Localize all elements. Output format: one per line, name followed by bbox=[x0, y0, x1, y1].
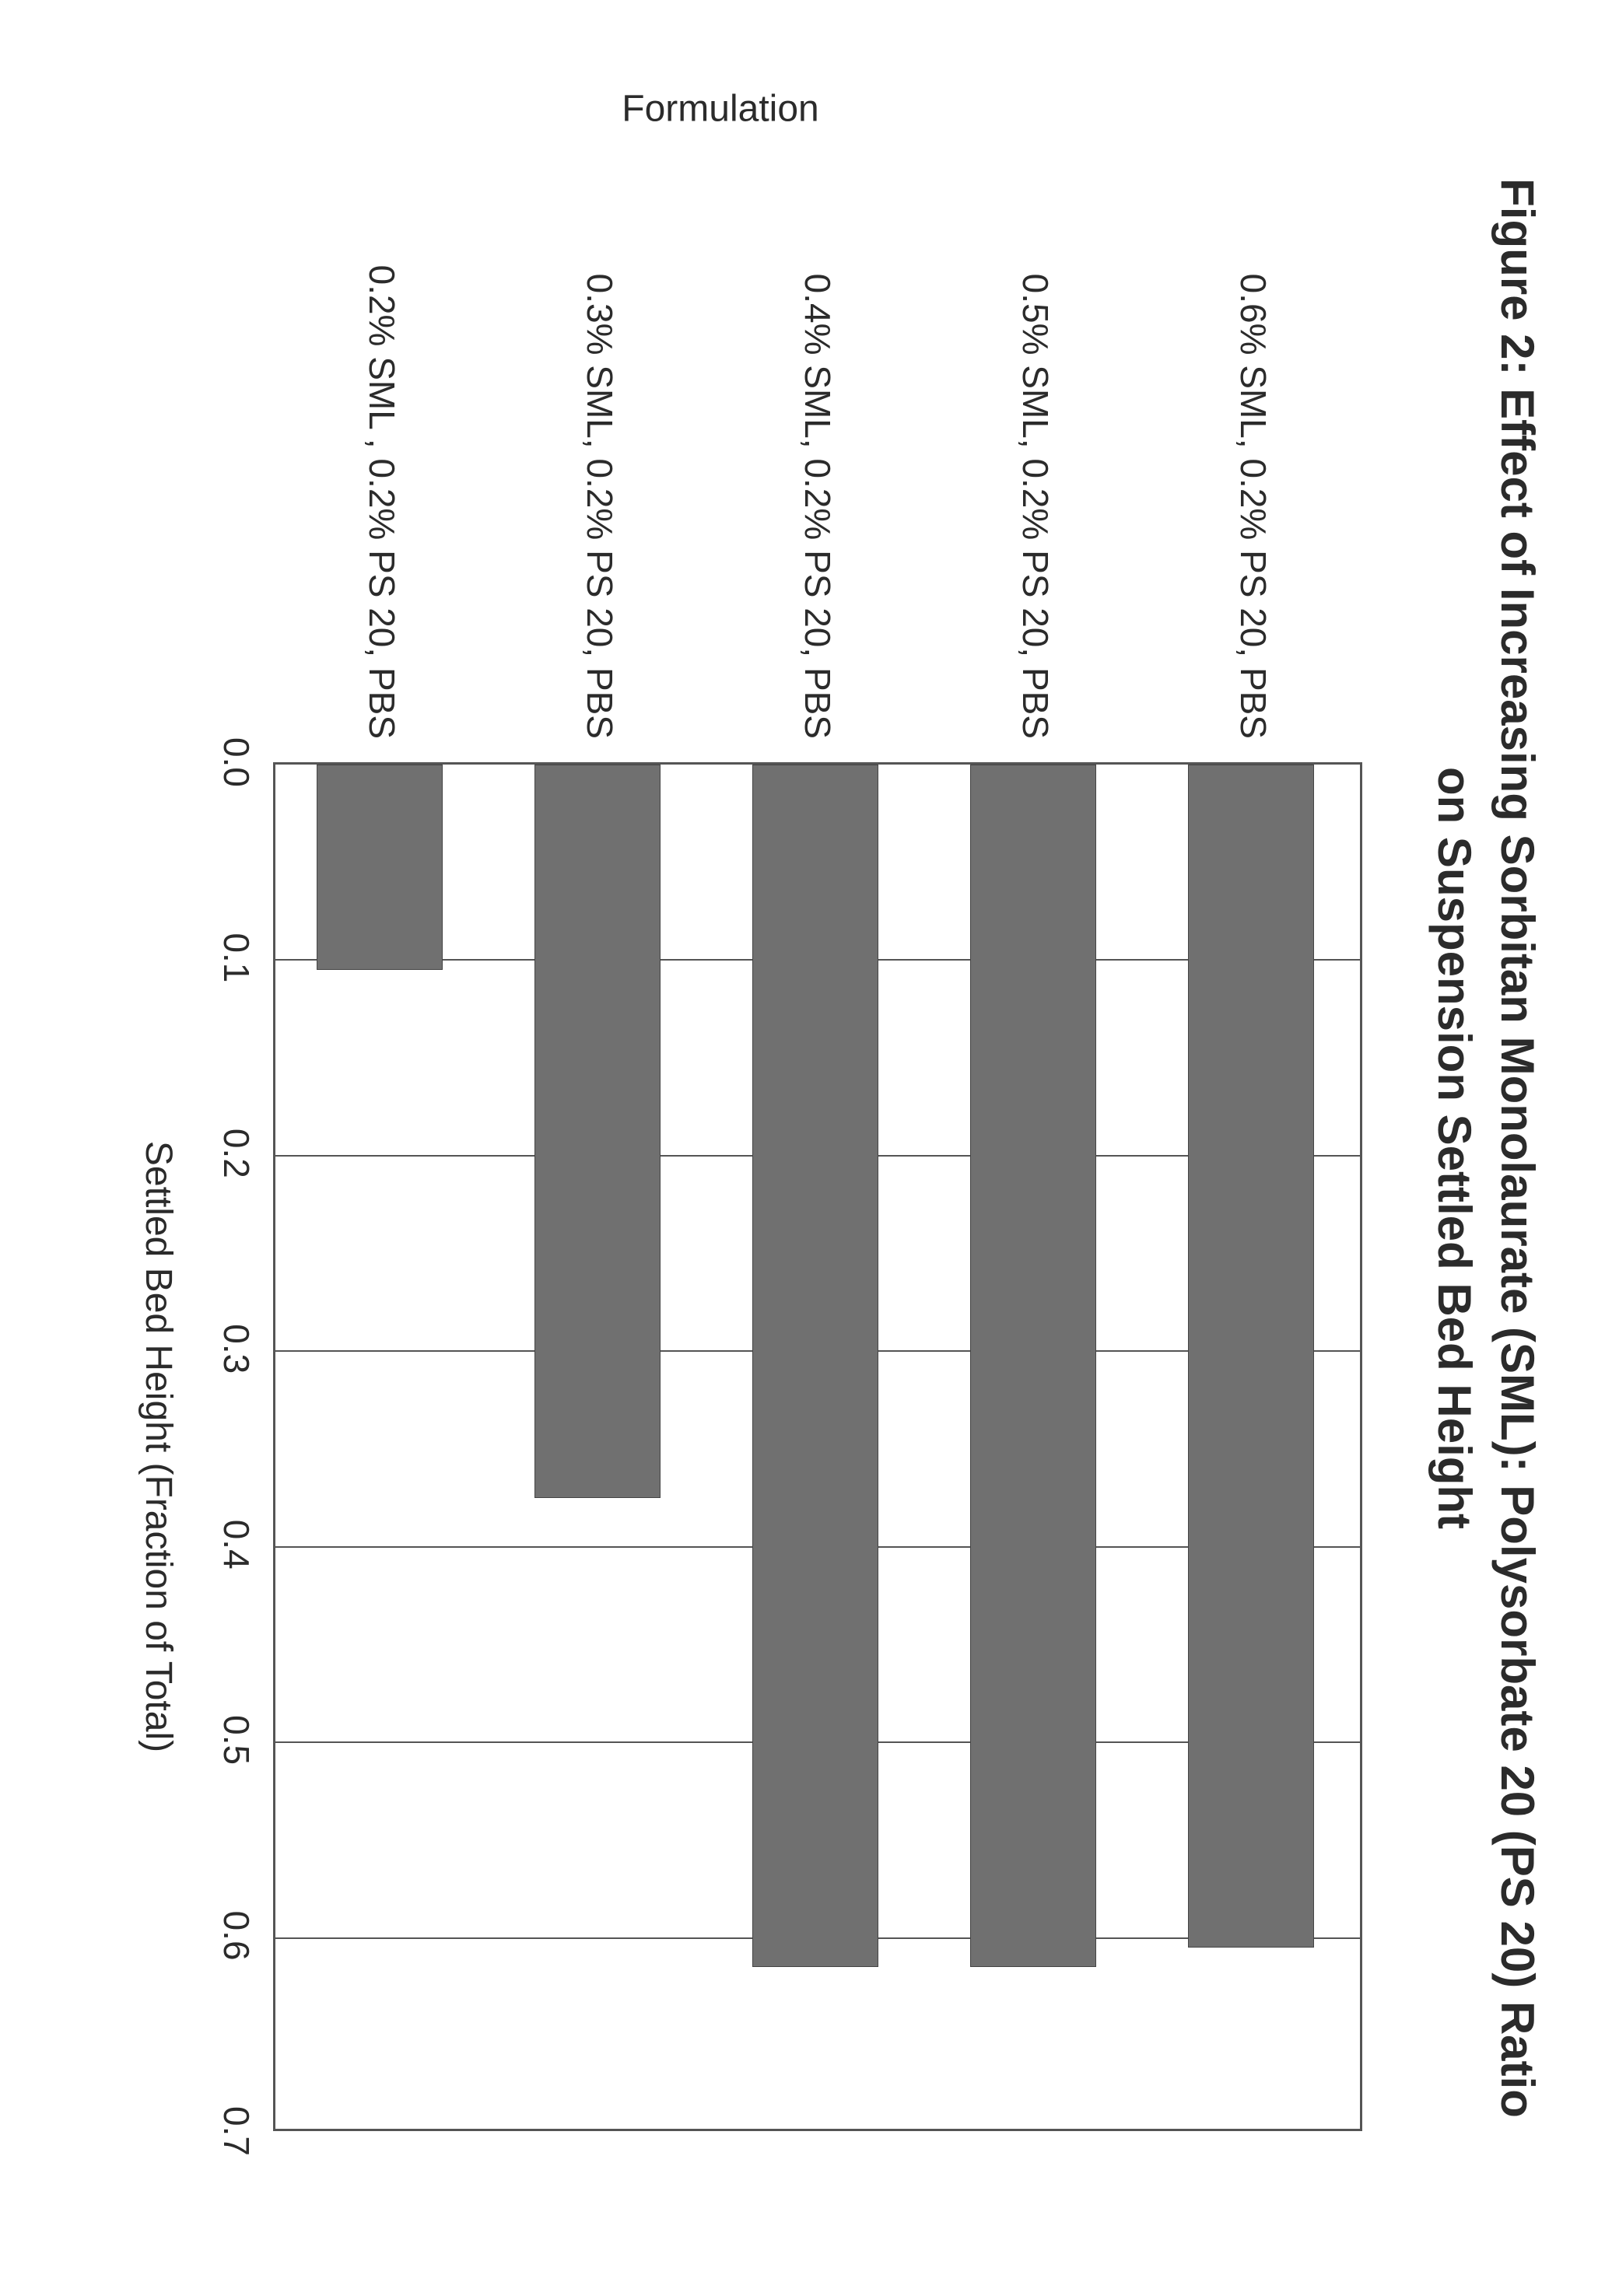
bar bbox=[534, 765, 661, 1498]
x-tick-label: 0.2 bbox=[216, 1129, 258, 1178]
bar bbox=[317, 765, 443, 970]
y-axis-title: Formulation bbox=[622, 88, 818, 131]
bar bbox=[970, 765, 1096, 1967]
x-tick-label: 0.6 bbox=[216, 1911, 258, 1961]
x-tick-label: 0.1 bbox=[216, 933, 258, 982]
title-line-1: Figure 2: Effect of Increasing Sorbitan … bbox=[1486, 0, 1549, 2296]
bar bbox=[752, 765, 878, 1967]
category-label: 0.3% SML, 0.2% PS 20, PBS bbox=[579, 179, 621, 739]
category-label: 0.5% SML, 0.2% PS 20, PBS bbox=[1015, 179, 1057, 739]
x-tick-labels: 0.00.10.20.30.40.50.60.7 bbox=[203, 762, 258, 2131]
x-tick-label: 0.3 bbox=[216, 1324, 258, 1374]
chart: Formulation 0.6% SML, 0.2% PS 20, PBS0.5… bbox=[79, 156, 1362, 2178]
x-axis-title: Settled Bed Height (Fraction of Total) bbox=[137, 762, 180, 2131]
x-tick-label: 0.0 bbox=[216, 737, 258, 787]
x-tick-label: 0.4 bbox=[216, 1520, 258, 1570]
x-tick-label: 0.7 bbox=[216, 2106, 258, 2156]
plot-area bbox=[273, 762, 1362, 2131]
title-line-2: on Suspension Settled Bed Height bbox=[1423, 0, 1486, 2296]
category-label: 0.2% SML , 0.2% PS 20, PBS bbox=[361, 179, 403, 739]
x-tick-label: 0.5 bbox=[216, 1715, 258, 1765]
category-label: 0.6% SML, 0.2% PS 20, PBS bbox=[1232, 179, 1274, 739]
category-labels: 0.6% SML, 0.2% PS 20, PBS0.5% SML, 0.2% … bbox=[273, 187, 1362, 747]
category-label: 0.4% SML, 0.2% PS 20, PBS bbox=[797, 179, 839, 739]
chart-title: Figure 2: Effect of Increasing Sorbitan … bbox=[1423, 0, 1549, 2296]
bar bbox=[1188, 765, 1314, 1948]
